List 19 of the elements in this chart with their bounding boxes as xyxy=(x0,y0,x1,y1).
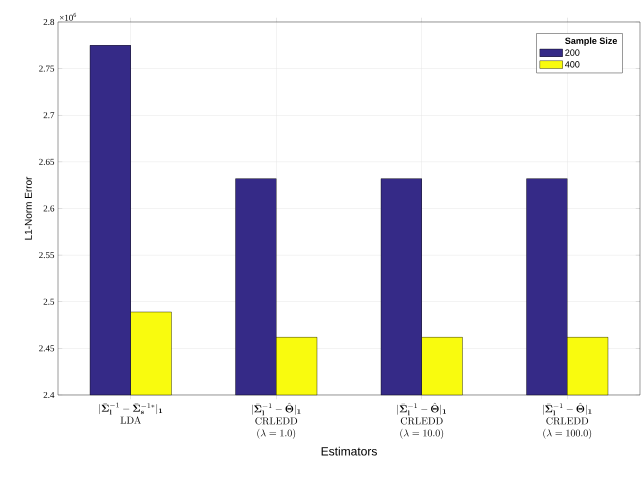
x-axis-title: Estimators xyxy=(322,446,377,456)
x-tick-label: $\begin{array}{c}|\bar{\mathbf{\Sigma}}_{\mathbf{l}}^{-1}-\hat{\mathbf{\Theta}}|_{\mathbf{1}}\\ \mathrm{CRLEDD}\\ (\lambda=10.0)\end{array}$ xyxy=(398,402,446,439)
y-axis-title: L1-Norm Error xyxy=(24,176,32,240)
y-tick-label: 2.8 xyxy=(44,18,54,26)
text: ×10$^{6}$ xyxy=(60,12,76,21)
y-tick-label: 2.55 xyxy=(39,252,54,258)
y-tick-label: 2.65 xyxy=(39,158,54,165)
y-tick-label: 2.5 xyxy=(44,298,54,305)
legend-label: 200 xyxy=(565,49,580,56)
legend-label: 400 xyxy=(565,61,580,68)
y-tick-label: 2.75 xyxy=(39,66,54,72)
y-tick-label: 2.7 xyxy=(44,112,54,118)
x-tick-label: $\begin{array}{c}|\bar{\mathbf{\Sigma}}_{\mathbf{l}}^{-1}-\bar{\mathbf{\Sigma}}_{\mathbf{s}}^{-1*}|_{\mathbf{1}}\\ \mathrm{LDA}\end{array}$ xyxy=(99,402,162,424)
y-tick-label: 2.45 xyxy=(39,345,54,352)
x-tick-label: $\begin{array}{c}|\bar{\mathbf{\Sigma}}_{\mathbf{l}}^{-1}-\hat{\mathbf{\Theta}}|_{\mathbf{1}}\\ \mathrm{CRLEDD}\\ (\lambda=1.0)\end{array}$ xyxy=(252,402,300,439)
legend-title: Sample Size xyxy=(565,37,618,46)
x-tick-label: $\begin{array}{c}|\bar{\mathbf{\Sigma}}_{\mathbf{l}}^{-1}-\hat{\mathbf{\Theta}}|_{\mathbf{1}}\\ \mathrm{CRLEDD}\\ (\lambda=100.0)\end{array}$ xyxy=(543,402,592,439)
y-tick-label: 2.6 xyxy=(44,205,54,212)
y-tick-label: 2.4 xyxy=(44,392,54,398)
